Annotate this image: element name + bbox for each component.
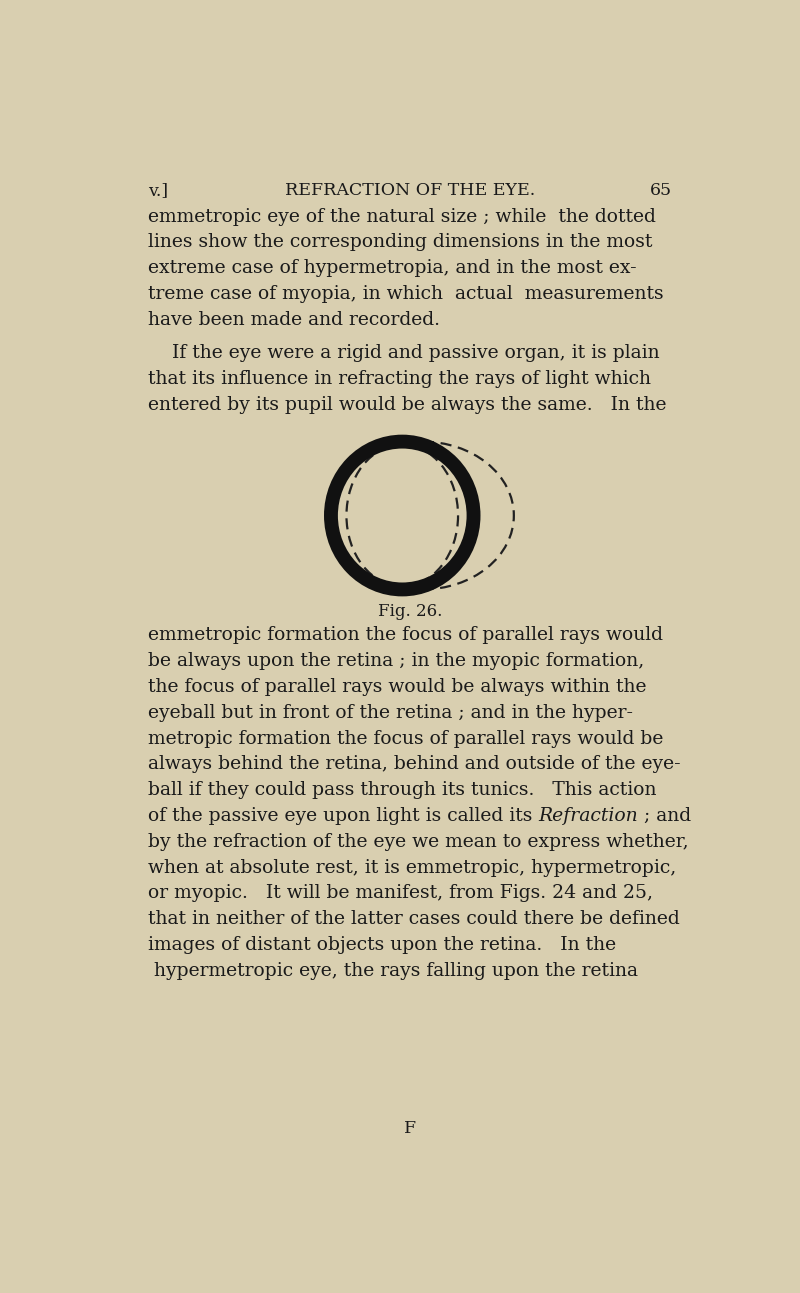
- Text: of the passive eye upon light is called its: of the passive eye upon light is called …: [148, 807, 538, 825]
- Text: or myopic.   It will be manifest, from Figs. 24 and 25,: or myopic. It will be manifest, from Fig…: [148, 884, 653, 903]
- Text: F: F: [404, 1120, 416, 1137]
- Text: hypermetropic eye, the rays falling upon the retina: hypermetropic eye, the rays falling upon…: [148, 962, 638, 980]
- Text: treme case of myopia, in which  actual  measurements: treme case of myopia, in which actual me…: [148, 284, 664, 303]
- Text: ; and: ; and: [638, 807, 691, 825]
- Text: when at absolute rest, it is emmetropic, hypermetropic,: when at absolute rest, it is emmetropic,…: [148, 859, 676, 877]
- Text: v.]: v.]: [148, 182, 168, 199]
- Text: eyeball but in front of the retina ; and in the hyper-: eyeball but in front of the retina ; and…: [148, 703, 633, 721]
- Text: emmetropic formation the focus of parallel rays would: emmetropic formation the focus of parall…: [148, 626, 663, 644]
- Text: 65: 65: [650, 182, 672, 199]
- Text: metropic formation the focus of parallel rays would be: metropic formation the focus of parallel…: [148, 729, 663, 747]
- Text: images of distant objects upon the retina.   In the: images of distant objects upon the retin…: [148, 936, 616, 954]
- Text: that in neither of the latter cases could there be defined: that in neither of the latter cases coul…: [148, 910, 680, 928]
- Text: If the eye were a rigid and passive organ, it is plain: If the eye were a rigid and passive orga…: [148, 344, 660, 362]
- Text: emmetropic eye of the natural size ; while  the dotted: emmetropic eye of the natural size ; whi…: [148, 207, 656, 225]
- Text: extreme case of hypermetropia, and in the most ex-: extreme case of hypermetropia, and in th…: [148, 259, 637, 277]
- Text: entered by its pupil would be always the same.   In the: entered by its pupil would be always the…: [148, 396, 666, 414]
- Text: by the refraction of the eye we mean to express whether,: by the refraction of the eye we mean to …: [148, 833, 689, 851]
- Text: lines show the corresponding dimensions in the most: lines show the corresponding dimensions …: [148, 233, 653, 251]
- Text: that its influence in refracting the rays of light which: that its influence in refracting the ray…: [148, 370, 651, 388]
- Text: always behind the retina, behind and outside of the eye-: always behind the retina, behind and out…: [148, 755, 681, 773]
- Text: REFRACTION OF THE EYE.: REFRACTION OF THE EYE.: [285, 182, 535, 199]
- Text: be always upon the retina ; in the myopic formation,: be always upon the retina ; in the myopi…: [148, 652, 644, 670]
- Text: ball if they could pass through its tunics.   This action: ball if they could pass through its tuni…: [148, 781, 657, 799]
- Text: Fig. 26.: Fig. 26.: [378, 604, 442, 621]
- Text: the focus of parallel rays would be always within the: the focus of parallel rays would be alwa…: [148, 678, 646, 696]
- Text: Refraction: Refraction: [538, 807, 638, 825]
- Text: have been made and recorded.: have been made and recorded.: [148, 310, 440, 328]
